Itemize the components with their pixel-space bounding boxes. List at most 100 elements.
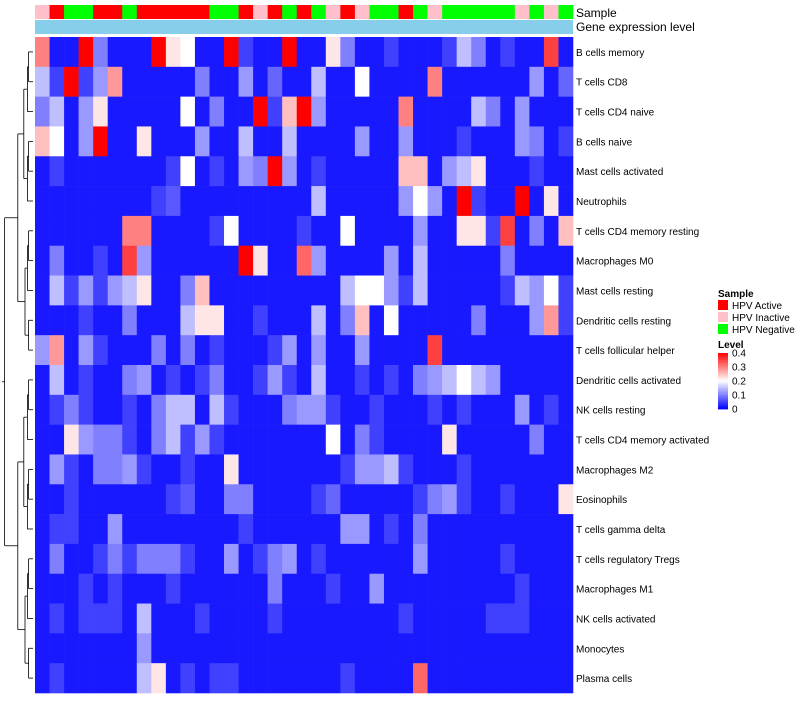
heatmap-cell: [485, 275, 501, 306]
heatmap-cell: [500, 305, 516, 336]
heatmap-cell: [383, 186, 399, 217]
heatmap-cell: [209, 484, 225, 515]
heatmap-cell: [340, 305, 356, 336]
heatmap-cell: [442, 365, 457, 396]
heatmap-cell: [122, 424, 138, 455]
heatmap-cell: [340, 573, 356, 604]
sample-annotation-cell: [165, 5, 181, 19]
sample-annotation-cell: [151, 5, 167, 19]
heatmap-cell: [529, 215, 545, 247]
heatmap-cell: [354, 454, 370, 485]
sample-annotation-cell: [558, 5, 574, 19]
heatmap-cell: [369, 156, 385, 187]
heatmap-cell: [340, 66, 356, 97]
heatmap-cell: [369, 245, 385, 276]
heatmap-cell: [136, 543, 152, 575]
heatmap-cell: [543, 633, 559, 664]
heatmap-cell: [35, 305, 50, 336]
heatmap-cell: [122, 215, 138, 247]
heatmap-cell: [107, 305, 123, 336]
heatmap-cell: [136, 305, 152, 336]
level-colorbar-segment: [718, 371, 728, 373]
row-label: NK cells resting: [576, 406, 645, 417]
heatmap-cell: [64, 156, 79, 187]
heatmap-cell: [471, 603, 487, 634]
heatmap-cell: [253, 156, 268, 187]
heatmap-cell: [35, 633, 50, 664]
heatmap-cell: [354, 543, 370, 575]
heatmap-cell: [558, 245, 574, 276]
heatmap-cell: [471, 424, 487, 455]
row-label: Macrophages M2: [576, 465, 654, 476]
heatmap-cell: [78, 245, 94, 276]
level-colorbar-segment: [718, 355, 728, 358]
heatmap-cell: [136, 573, 152, 604]
heatmap-cell: [500, 484, 516, 515]
heatmap-cell: [64, 245, 79, 276]
level-colorbar-segment: [718, 369, 728, 372]
level-colorbar-segment: [718, 375, 728, 378]
heatmap-cell: [340, 37, 356, 68]
heatmap-cell: [78, 186, 94, 217]
sample-annotation-cell: [180, 5, 196, 19]
heatmap-cell: [209, 424, 225, 455]
heatmap-cell: [165, 543, 181, 575]
heatmap-cell: [398, 126, 414, 157]
heatmap-cell: [383, 126, 399, 157]
heatmap-cell: [238, 543, 254, 575]
heatmap-cell: [325, 126, 341, 157]
heatmap-cell: [296, 543, 312, 575]
heatmap-cell: [64, 275, 79, 306]
heatmap-cell: [267, 186, 283, 217]
heatmap-cell: [325, 514, 341, 545]
heatmap-cell: [78, 514, 94, 545]
heatmap-cell: [267, 603, 283, 634]
heatmap-cell: [413, 37, 428, 68]
row-label: Neutrophils: [576, 197, 627, 208]
heatmap-cell: [194, 275, 210, 306]
heatmap-cell: [64, 633, 79, 664]
heatmap-cell: [485, 66, 501, 97]
heatmap-cell: [35, 573, 50, 604]
heatmap-cell: [456, 424, 472, 455]
heatmap-cell: [471, 275, 487, 306]
sample-annotation-cell: [398, 5, 414, 19]
heatmap-cell: [296, 603, 312, 634]
heatmap-cell: [485, 245, 501, 276]
heatmap-cell: [529, 96, 545, 127]
heatmap-cell: [165, 603, 181, 634]
heatmap-cell: [558, 126, 574, 157]
heatmap-cell: [442, 484, 457, 515]
heatmap-cell: [311, 335, 327, 366]
heatmap-cell: [224, 454, 239, 485]
heatmap-cell: [325, 96, 341, 127]
heatmap-cell: [442, 454, 457, 485]
sample-annotation-cell: [296, 5, 312, 19]
heatmap-cell: [311, 96, 327, 127]
heatmap-cell: [253, 484, 268, 515]
heatmap-cell: [49, 215, 65, 247]
heatmap-cell: [325, 305, 341, 336]
heatmap-cell: [253, 424, 268, 455]
level-colorbar-segment: [718, 397, 728, 400]
heatmap-cell: [238, 424, 254, 455]
heatmap-cell: [340, 484, 356, 515]
heatmap-cell: [456, 275, 472, 306]
heatmap-cell: [340, 215, 356, 247]
heatmap-cell: [165, 514, 181, 545]
heatmap-cell: [296, 245, 312, 276]
heatmap-cell: [209, 186, 225, 217]
heatmap-cell: [35, 603, 50, 634]
heatmap-cell: [354, 215, 370, 247]
heatmap-cell: [340, 365, 356, 396]
heatmap-cell: [35, 156, 50, 187]
level-colorbar-segment: [718, 399, 728, 401]
heatmap-cell: [194, 394, 210, 425]
heatmap-cell: [194, 573, 210, 604]
heatmap-cell: [151, 305, 167, 336]
heatmap-cell: [514, 275, 530, 306]
heatmap-cell: [340, 633, 356, 664]
heatmap-cell: [398, 96, 414, 127]
